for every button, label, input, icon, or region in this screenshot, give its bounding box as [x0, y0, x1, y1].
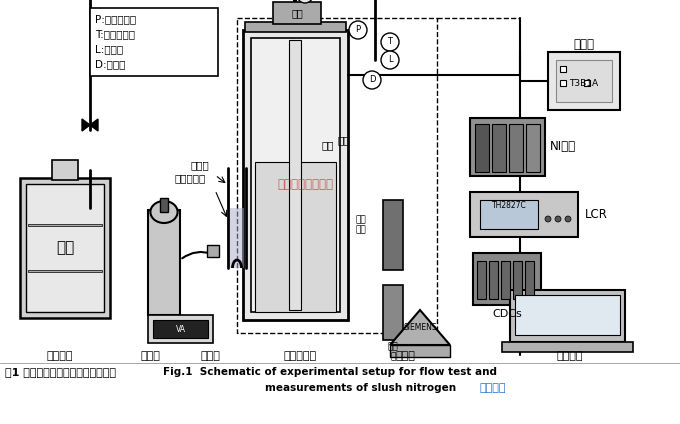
Text: 回收储罐: 回收储罐 [47, 351, 73, 361]
Text: P: P [356, 25, 360, 34]
Text: L: L [388, 56, 392, 64]
Bar [383, 200, 403, 270]
Bar [470, 118, 545, 176]
Text: NI模块: NI模块 [550, 140, 576, 153]
Circle shape [381, 33, 399, 51]
Text: 高速
摄像: 高速 摄像 [356, 215, 367, 235]
Text: 图1 氮浆流动及测量实验系统示意图: 图1 氮浆流动及测量实验系统示意图 [5, 367, 116, 377]
Bar [510, 290, 625, 342]
Bar [245, 22, 346, 32]
Text: 电机: 电机 [291, 8, 303, 18]
Text: T:温度传感器: T:温度传感器 [95, 29, 135, 39]
Bar [477, 261, 486, 299]
Circle shape [297, 0, 313, 3]
Bar [515, 295, 620, 335]
Bar [289, 40, 301, 310]
Bar [243, 30, 348, 320]
Text: 氮浆制备罐: 氮浆制备罐 [284, 351, 317, 361]
Bar [475, 124, 489, 172]
Bar [492, 124, 506, 172]
Text: measurements of slush nitrogen: measurements of slush nitrogen [265, 383, 456, 393]
Text: Fig.1  Schematic of experimental setup for flow test and: Fig.1 Schematic of experimental setup fo… [163, 367, 497, 377]
Circle shape [381, 51, 399, 69]
Bar [26, 184, 104, 312]
Text: 预冷换热器: 预冷换热器 [174, 173, 205, 183]
Bar [251, 38, 340, 312]
Text: VA: VA [175, 324, 186, 334]
Text: TH2827C: TH2827C [492, 201, 526, 210]
Ellipse shape [150, 201, 177, 223]
Text: P:压力传感器: P:压力传感器 [95, 14, 136, 24]
Bar [273, 2, 321, 24]
Text: T: T [388, 37, 392, 47]
Bar [473, 253, 541, 305]
Bar [548, 52, 620, 110]
Polygon shape [82, 119, 98, 131]
Bar [383, 285, 403, 340]
Bar [470, 192, 578, 237]
Bar [502, 342, 633, 352]
Text: 测量系统: 测量系统 [557, 351, 583, 361]
Text: D:密度计: D:密度计 [95, 59, 125, 69]
Bar [556, 60, 612, 102]
Bar [509, 124, 523, 172]
Text: 液位计: 液位计 [190, 160, 209, 170]
Text: CDCs: CDCs [492, 309, 522, 319]
Text: LCR: LCR [585, 208, 607, 221]
Bar [153, 320, 208, 338]
Text: 氦钢瓶: 氦钢瓶 [140, 351, 160, 361]
Text: 冷屏: 冷屏 [322, 140, 335, 150]
Circle shape [363, 71, 381, 89]
Text: 密度
计: 密度 计 [388, 342, 398, 362]
Bar [501, 261, 510, 299]
Bar [255, 162, 336, 312]
Bar [513, 261, 522, 299]
Text: 控制阀: 控制阀 [573, 37, 594, 50]
Circle shape [545, 216, 551, 222]
Text: L:液位计: L:液位计 [95, 44, 123, 54]
Text: 冷屏: 冷屏 [338, 135, 350, 145]
Text: 冷光源: 冷光源 [200, 351, 220, 361]
Circle shape [565, 216, 571, 222]
Circle shape [555, 216, 561, 222]
Text: 江苏华云流量计厂: 江苏华云流量计厂 [277, 179, 333, 192]
Text: 下载原图: 下载原图 [480, 383, 507, 393]
Text: 真空泵: 真空泵 [395, 351, 415, 361]
Bar [584, 80, 590, 86]
Bar [560, 80, 566, 86]
Bar [390, 345, 450, 357]
Text: D: D [369, 75, 375, 84]
Text: T3B1A: T3B1A [569, 78, 598, 87]
Bar [28, 224, 102, 226]
Bar [28, 270, 102, 272]
Bar [489, 261, 498, 299]
Bar [230, 208, 244, 268]
Bar [20, 178, 110, 318]
Circle shape [349, 21, 367, 39]
Bar [560, 66, 566, 72]
Bar [237, 18, 437, 333]
Bar [525, 261, 534, 299]
Bar [207, 245, 219, 257]
Bar [148, 315, 213, 343]
Bar [480, 200, 538, 229]
Text: 杜瓦: 杜瓦 [56, 240, 74, 256]
Polygon shape [390, 310, 450, 345]
Bar [526, 124, 540, 172]
Bar [148, 210, 180, 315]
Bar [90, 8, 218, 76]
Bar [160, 198, 168, 212]
Bar [52, 160, 78, 180]
Text: SIEMENS: SIEMENS [403, 324, 437, 332]
